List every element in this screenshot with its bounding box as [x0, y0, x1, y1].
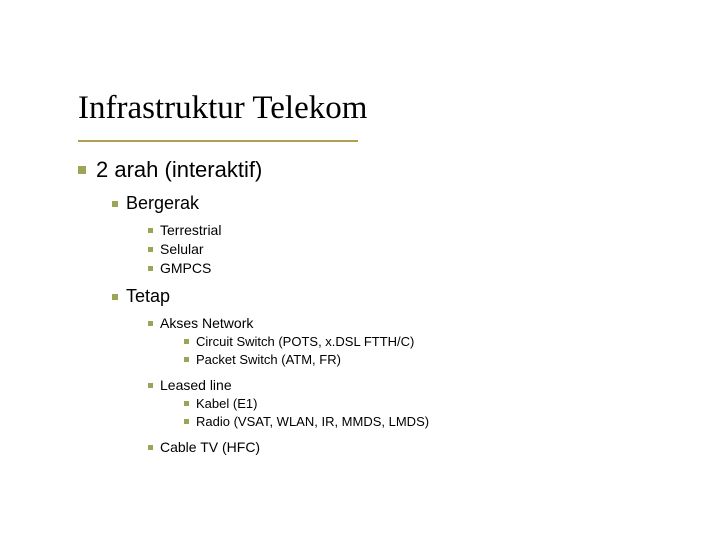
list-item: Terrestrial — [148, 222, 660, 238]
lvl3-text: Selular — [160, 241, 204, 257]
list-item: Cable TV (HFC) — [148, 439, 660, 455]
list-item: Leased line — [148, 377, 660, 393]
slide: Infrastruktur Telekom 2 arah (interaktif… — [0, 0, 720, 478]
lvl4-text: Kabel (E1) — [196, 396, 257, 411]
square-bullet-icon — [148, 247, 153, 252]
lvl3-text: Cable TV (HFC) — [160, 439, 260, 455]
lvl3-text: Leased line — [160, 377, 232, 393]
list-item: GMPCS — [148, 260, 660, 276]
square-bullet-icon — [184, 339, 189, 344]
square-bullet-icon — [148, 321, 153, 326]
lvl4-text: Circuit Switch (POTS, x.DSL FTTH/C) — [196, 334, 414, 349]
lvl4-text: Radio (VSAT, WLAN, IR, MMDS, LMDS) — [196, 414, 429, 429]
list-item: Bergerak — [112, 193, 660, 214]
list-item: Circuit Switch (POTS, x.DSL FTTH/C) — [184, 334, 660, 349]
square-bullet-icon — [148, 445, 153, 450]
square-bullet-icon — [112, 201, 118, 207]
lvl2-text: Tetap — [126, 286, 170, 307]
lvl2-text: Bergerak — [126, 193, 199, 214]
lvl1-text: 2 arah (interaktif) — [96, 157, 262, 183]
list-item: Radio (VSAT, WLAN, IR, MMDS, LMDS) — [184, 414, 660, 429]
list-item: Tetap — [112, 286, 660, 307]
lvl4-text: Packet Switch (ATM, FR) — [196, 352, 341, 367]
list-item: 2 arah (interaktif) — [78, 157, 660, 183]
square-bullet-icon — [184, 419, 189, 424]
square-bullet-icon — [184, 401, 189, 406]
lvl3-text: Akses Network — [160, 315, 253, 331]
list-item: Packet Switch (ATM, FR) — [184, 352, 660, 367]
square-bullet-icon — [78, 166, 86, 174]
list-item: Kabel (E1) — [184, 396, 660, 411]
lvl3-text: GMPCS — [160, 260, 211, 276]
list-item: Selular — [148, 241, 660, 257]
list-item: Akses Network — [148, 315, 660, 331]
lvl3-text: Terrestrial — [160, 222, 221, 238]
slide-title: Infrastruktur Telekom — [78, 90, 660, 127]
title-underline — [78, 140, 358, 142]
square-bullet-icon — [112, 294, 118, 300]
square-bullet-icon — [184, 357, 189, 362]
square-bullet-icon — [148, 228, 153, 233]
square-bullet-icon — [148, 266, 153, 271]
square-bullet-icon — [148, 383, 153, 388]
